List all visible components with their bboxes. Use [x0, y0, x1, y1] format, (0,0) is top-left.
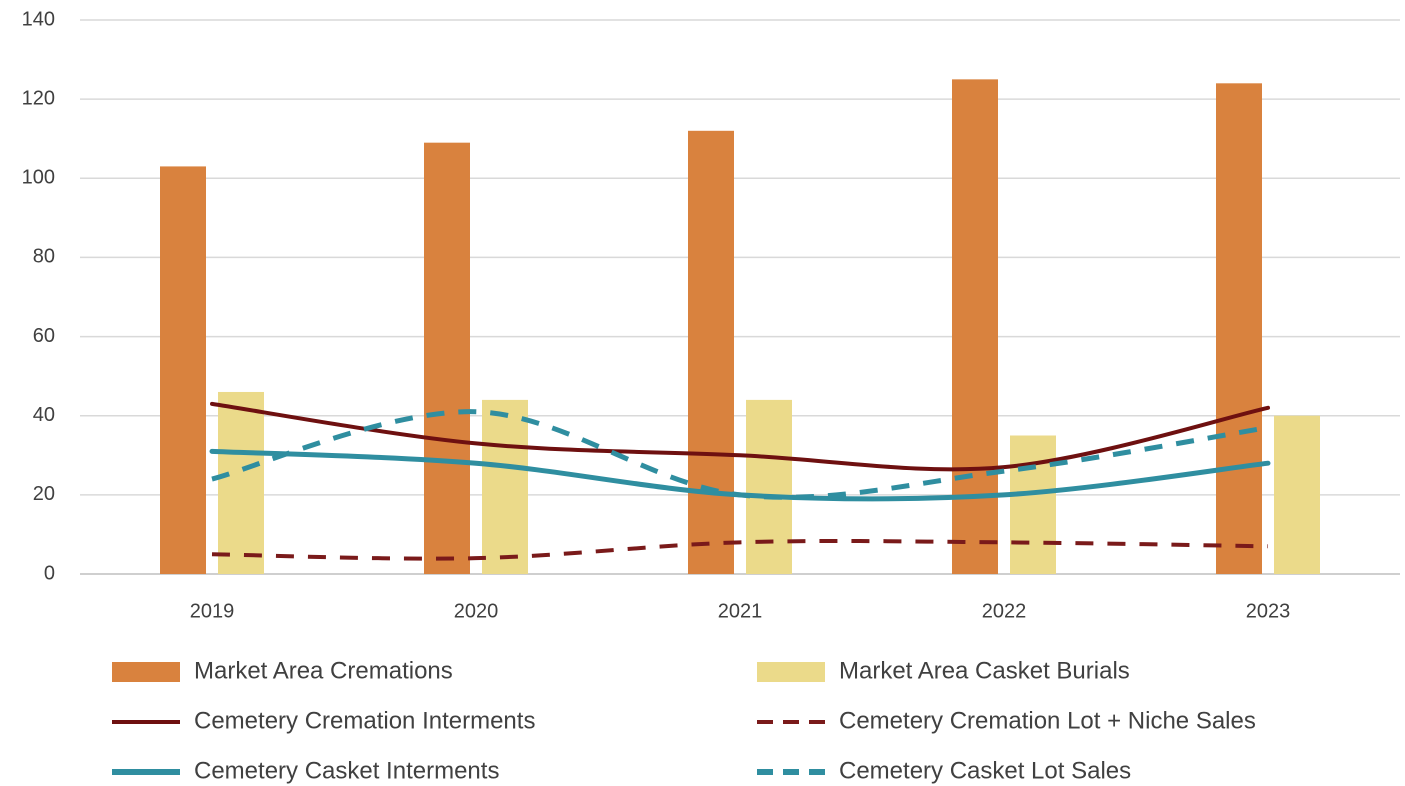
- x-tick-label: 2023: [1246, 600, 1291, 622]
- x-tick-label: 2021: [718, 600, 763, 622]
- line: [211, 539, 1269, 561]
- bar: [218, 391, 264, 574]
- y-tick-label: 20: [33, 483, 55, 505]
- x-tick-label: 2020: [454, 600, 499, 622]
- y-tick-label: 140: [22, 8, 55, 30]
- bar: [482, 399, 528, 574]
- y-tick-label: 80: [33, 246, 55, 268]
- y-tick-label: 60: [33, 325, 55, 347]
- y-tick-label: 100: [22, 167, 55, 189]
- bar: [952, 79, 998, 574]
- line: [209, 448, 1271, 502]
- y-tick-label: 40: [33, 404, 55, 426]
- legend-label: Cemetery Casket Interments: [194, 757, 499, 784]
- legend-label: Market Area Casket Burials: [839, 657, 1130, 684]
- legend-label: Market Area Cremations: [194, 657, 453, 684]
- bar: [1274, 415, 1320, 574]
- x-tick-label: 2022: [982, 600, 1027, 622]
- bar: [688, 130, 734, 575]
- legend-swatch: [112, 662, 180, 682]
- legend-label: Cemetery Cremation Interments: [194, 707, 535, 734]
- y-tick-label: 120: [22, 87, 55, 109]
- bar: [1216, 83, 1262, 575]
- bar: [160, 166, 206, 574]
- y-tick-label: 0: [44, 562, 55, 584]
- bar: [424, 142, 470, 574]
- bar: [746, 399, 792, 574]
- legend-swatch: [757, 662, 825, 682]
- legend-label: Cemetery Cremation Lot + Niche Sales: [839, 707, 1256, 734]
- bar: [1010, 435, 1056, 574]
- line: [210, 401, 1270, 472]
- line: [211, 409, 1269, 500]
- x-tick-label: 2019: [190, 600, 235, 622]
- legend-label: Cemetery Casket Lot Sales: [839, 757, 1131, 784]
